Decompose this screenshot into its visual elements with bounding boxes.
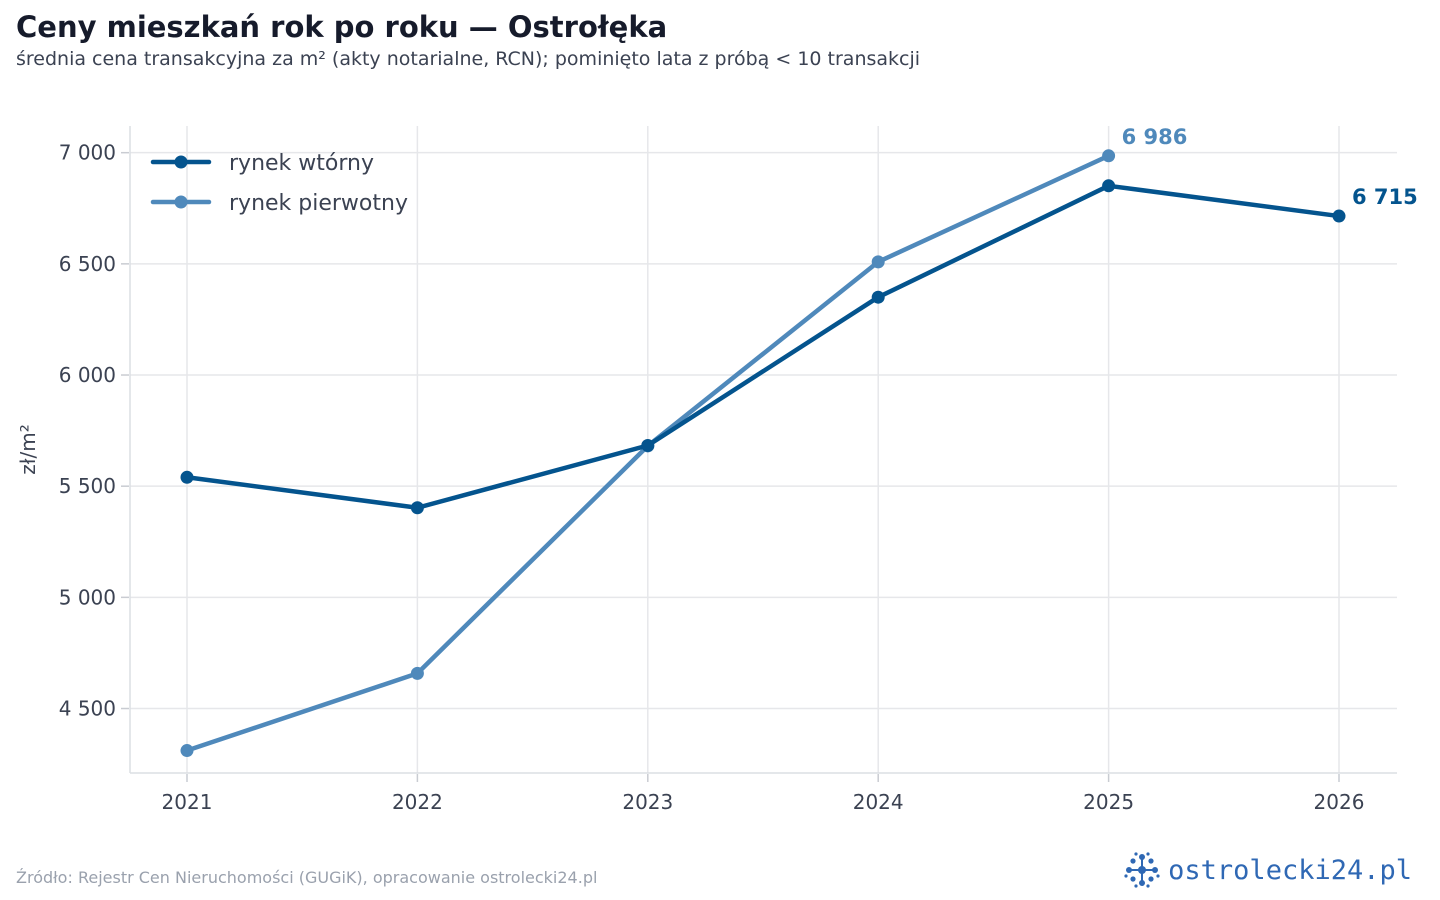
legend-label: rynek pierwotny xyxy=(229,191,408,216)
data-point xyxy=(871,255,885,269)
data-point xyxy=(641,438,655,452)
data-point xyxy=(871,290,885,304)
legend-marker xyxy=(174,195,188,209)
y-tick-label: 6 000 xyxy=(59,363,116,387)
brand-text: ostrolecki24.pl xyxy=(1168,854,1412,886)
data-point xyxy=(180,744,194,758)
x-tick-label: 2021 xyxy=(162,790,213,814)
legend-label: rynek wtórny xyxy=(229,151,374,176)
end-value-label: 6 715 xyxy=(1352,185,1418,209)
y-tick-label: 5 500 xyxy=(59,474,116,498)
series-line-rynek-wtorny xyxy=(184,183,1342,511)
y-tick-label: 4 500 xyxy=(59,697,116,721)
chart-title: Ceny mieszkań rok po roku — Ostrołęka xyxy=(16,10,668,44)
chart-subtitle: średnia cena transakcyjna za m² (akty no… xyxy=(16,48,921,70)
end-value-label: 6 986 xyxy=(1122,125,1188,149)
data-point xyxy=(1102,179,1116,193)
data-point xyxy=(180,470,194,484)
data-point xyxy=(1102,149,1116,163)
y-axis-label: zł/m² xyxy=(16,424,40,474)
series-layer xyxy=(180,149,1346,758)
data-point xyxy=(410,666,424,680)
y-tick-label: 5 000 xyxy=(59,585,116,609)
source-note: Źródło: Rejestr Cen Nieruchomości (GUGiK… xyxy=(16,868,598,887)
brand-logo[interactable]: ostrolecki24.pl xyxy=(1122,850,1412,890)
legend-marker xyxy=(174,155,188,169)
snowflake-folk-icon xyxy=(1124,852,1160,888)
x-tick-label: 2024 xyxy=(853,790,904,814)
x-tick-label: 2025 xyxy=(1083,790,1134,814)
x-tick-label: 2022 xyxy=(392,790,443,814)
label-layer: 6 986 6 715 xyxy=(1122,125,1418,209)
grid-layer xyxy=(130,126,1397,773)
legend: rynek wtórny rynek pierwotny xyxy=(150,151,408,216)
x-tick-label: 2023 xyxy=(622,790,673,814)
data-point xyxy=(410,501,424,515)
axis-layer: 4 500 5 000 5 500 6 000 6 500 7 000 2021 2022 20… xyxy=(16,126,1397,814)
data-point xyxy=(1332,209,1346,223)
x-tick-label: 2026 xyxy=(1314,790,1365,814)
y-tick-label: 6 500 xyxy=(59,252,116,276)
y-tick-label: 7 000 xyxy=(59,141,116,165)
